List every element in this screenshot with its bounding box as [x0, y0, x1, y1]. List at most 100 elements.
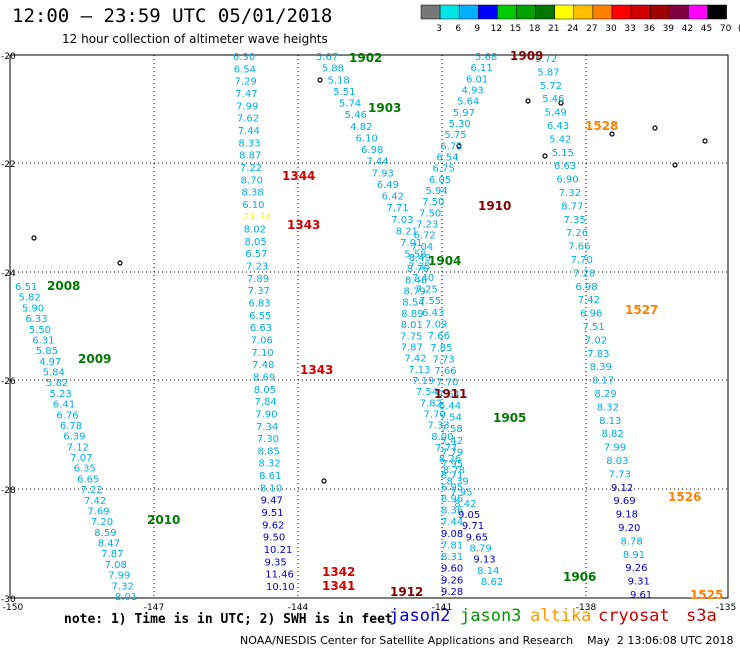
swh-value: 6.75 — [433, 164, 455, 175]
swh-value: 9.20 — [618, 523, 640, 534]
swh-value: 6.54 — [234, 64, 256, 75]
swh-value: 7.01 — [400, 238, 422, 249]
swh-value: 4.82 — [350, 122, 372, 133]
swh-value: 8.00 — [431, 432, 453, 443]
swh-value: 7.42 — [578, 295, 600, 306]
swh-value: 6.10 — [356, 133, 378, 144]
swh-value: 7.42 — [84, 496, 106, 507]
swh-value: 8.32 — [258, 459, 280, 470]
swh-value: 7.89 — [247, 274, 269, 285]
swh-value: 7.70 — [436, 378, 458, 389]
swh-value: 8.05 — [254, 385, 276, 396]
island — [672, 162, 678, 168]
swh-value: 8.91 — [623, 550, 645, 561]
swh-value: 8.42 — [454, 499, 476, 510]
swh-value: 7.79 — [441, 447, 463, 458]
swh-value: 8.49 — [409, 253, 431, 264]
pass-number-label: 1341 — [322, 579, 355, 593]
colorbar-label: 33 — [624, 24, 635, 34]
pass-number-label: 1909 — [510, 49, 543, 63]
island — [456, 143, 462, 149]
swh-value: 7.55 — [419, 296, 441, 307]
swh-value: 5.84 — [43, 368, 65, 379]
swh-value: 7.35 — [408, 261, 430, 272]
colorbar-label: 6 — [455, 24, 461, 34]
colorbar-label: 39 — [663, 24, 675, 34]
swh-value: 6.10 — [242, 200, 264, 211]
swh-value: 7.03 — [391, 215, 413, 226]
swh-value: 7.66 — [434, 366, 456, 377]
swh-value: 5.46 — [345, 110, 367, 121]
swh-value: 7.32 — [559, 188, 581, 199]
island — [31, 235, 37, 241]
swh-value: 9.65 — [466, 532, 488, 543]
swh-value: 21.74 — [243, 212, 272, 223]
swh-value: 9.62 — [262, 520, 284, 531]
swh-value: 6.54 — [436, 153, 458, 164]
swh-value: 6.51 — [15, 282, 37, 293]
swh-value: 7.99 — [108, 571, 130, 582]
island — [652, 125, 658, 131]
swh-value: 7.29 — [235, 77, 257, 88]
legend-cryosat: cryosat — [598, 606, 670, 626]
island — [525, 98, 531, 104]
swh-value: 7.44 — [366, 157, 388, 168]
pass-number-label: 1525 — [690, 588, 723, 602]
swh-value: 7.70 — [424, 409, 446, 420]
swh-value: 7.50 — [419, 208, 441, 219]
swh-value: 5.72 — [535, 54, 557, 65]
pass-number-label: 1903 — [368, 101, 401, 115]
swh-value: 9.47 — [261, 496, 283, 507]
swh-value: 7.02 — [585, 335, 607, 346]
colorbar-label: (ft) — [738, 24, 740, 34]
colorbar-label: 42 — [682, 24, 693, 34]
swh-value: 7.28 — [573, 268, 595, 279]
swh-value: 6.55 — [249, 311, 271, 322]
swh-value: 6.95 — [441, 482, 463, 493]
swh-value: 5.97 — [453, 108, 475, 119]
colorbar-swatch — [707, 4, 727, 20]
swh-value: 7.10 — [251, 348, 273, 359]
swh-value: 7.32 — [112, 581, 134, 592]
lon-label: -150 — [3, 603, 24, 610]
swh-value: 6.78 — [60, 421, 82, 432]
swh-value: 7.77 — [435, 443, 457, 454]
swh-value: 8.14 — [477, 566, 499, 577]
swh-value: 5.74 — [339, 99, 361, 110]
legend-jason3: jason3 — [460, 606, 522, 626]
swh-value: 7.66 — [568, 242, 590, 253]
swh-value: 5.94 — [425, 186, 447, 197]
lat-label: -22 — [1, 160, 16, 170]
swh-value: 5.42 — [549, 134, 571, 145]
swh-value: 8.31 — [441, 552, 463, 563]
swh-value: 8.61 — [259, 471, 281, 482]
island — [321, 478, 327, 484]
swh-value: 5.64 — [457, 97, 479, 108]
lat-label: -30 — [1, 595, 16, 605]
swh-value: 9.51 — [261, 508, 283, 519]
swh-value: 5.72 — [540, 81, 562, 92]
swh-value: 8.85 — [258, 446, 280, 457]
swh-value: 8.29 — [594, 389, 616, 400]
swh-value: 8.78 — [443, 465, 465, 476]
swh-value: 5.88 — [322, 64, 344, 75]
swh-value: 5.82 — [18, 293, 40, 304]
lat-label: -24 — [1, 269, 16, 279]
swh-value: 6.30 — [233, 52, 255, 63]
swh-value: 8.46 — [405, 275, 427, 286]
lat-label: -26 — [1, 377, 16, 387]
pass-number-label: 1912 — [390, 585, 423, 599]
swh-value: 8.01 — [401, 320, 423, 331]
swh-value: 8.13 — [599, 416, 621, 427]
swh-value: 7.73 — [432, 354, 454, 365]
swh-value: 11.46 — [265, 570, 294, 581]
swh-value: 8.54 — [402, 298, 424, 309]
swh-value: 5.85 — [36, 346, 58, 357]
island — [609, 131, 615, 137]
swh-value: 7.69 — [87, 506, 109, 517]
swh-value: 9.69 — [613, 496, 635, 507]
swh-value: 7.90 — [255, 409, 277, 420]
swh-value: 6.43 — [422, 308, 444, 319]
swh-value: 9.05 — [458, 510, 480, 521]
swh-value: 6.76 — [56, 410, 78, 421]
